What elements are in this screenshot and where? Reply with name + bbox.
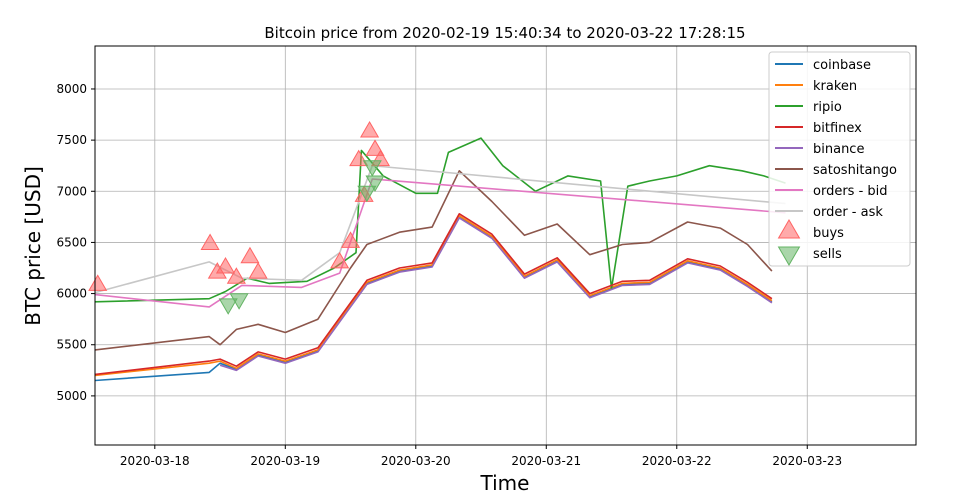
buy-marker xyxy=(215,257,236,274)
y-tick-label: 7000 xyxy=(56,184,87,198)
series-line-satoshitango xyxy=(94,170,773,351)
y-tick-label: 5500 xyxy=(56,338,87,352)
legend-marker xyxy=(777,246,801,266)
x-tick-label: 2020-03-19 xyxy=(250,454,320,468)
legend-label: sells xyxy=(813,247,842,262)
x-axis: 2020-03-18 2020-03-19 2020-03-20 2020-03-21… xyxy=(120,445,842,468)
buy-marker xyxy=(330,251,350,269)
y-axis: 5000 5500 6000 6500 7000 7500 8000 xyxy=(56,82,95,403)
series-line-binance xyxy=(219,217,773,372)
buy-marker xyxy=(349,149,369,167)
sell-marker xyxy=(365,175,385,193)
buy-marker xyxy=(248,262,268,279)
legend-label: satoshitango xyxy=(813,163,897,178)
y-axis-label: BTC price [USD] xyxy=(21,166,45,326)
legend-label: order - ask xyxy=(813,205,883,220)
legend: coinbase kraken ripio bitfinex binance satosh… xyxy=(768,51,911,267)
x-tick-label: 2020-03-20 xyxy=(381,454,451,468)
x-tick-label: 2020-03-22 xyxy=(642,454,712,468)
buy-marker xyxy=(340,231,361,248)
sell-marker xyxy=(229,293,249,310)
buy-marker xyxy=(226,267,246,284)
legend-marker xyxy=(777,219,801,239)
buy-marker xyxy=(200,233,220,250)
y-tick-label: 5000 xyxy=(56,389,87,403)
series-line-kraken xyxy=(94,215,773,377)
legend-label: ripio xyxy=(813,100,842,115)
series-line-ordersbid xyxy=(94,178,786,308)
y-tick-label: 6500 xyxy=(56,235,87,249)
series-layer xyxy=(94,137,786,382)
chart-title: Bitcoin price from 2020-02-19 15:40:34 t… xyxy=(264,24,745,42)
y-tick-label: 7500 xyxy=(56,133,87,147)
legend-box xyxy=(768,51,911,267)
y-tick-label: 6000 xyxy=(56,287,87,301)
x-tick-label: 2020-03-18 xyxy=(120,454,190,468)
x-tick-label: 2020-03-21 xyxy=(511,454,581,468)
series-line-ripio xyxy=(94,137,786,303)
sell-marker xyxy=(357,185,377,203)
buy-marker xyxy=(240,246,260,264)
sell-marker xyxy=(218,298,238,315)
buy-marker xyxy=(88,274,108,291)
series-line-bitfinex xyxy=(94,213,773,376)
markers-layer xyxy=(88,120,391,315)
plot-frame xyxy=(94,45,917,446)
sell-marker xyxy=(362,160,382,177)
legend-label: binance xyxy=(813,142,864,157)
x-tick-label: 2020-03-23 xyxy=(772,454,842,468)
legend-label: buys xyxy=(813,226,844,241)
legend-label: coinbase xyxy=(813,58,871,73)
x-axis-label: Time xyxy=(480,471,530,495)
buy-marker xyxy=(360,120,380,138)
legend-label: orders - bid xyxy=(813,184,888,199)
legend-label: kraken xyxy=(813,79,857,94)
legend-label: bitfinex xyxy=(813,121,862,136)
y-tick-label: 8000 xyxy=(56,82,87,96)
